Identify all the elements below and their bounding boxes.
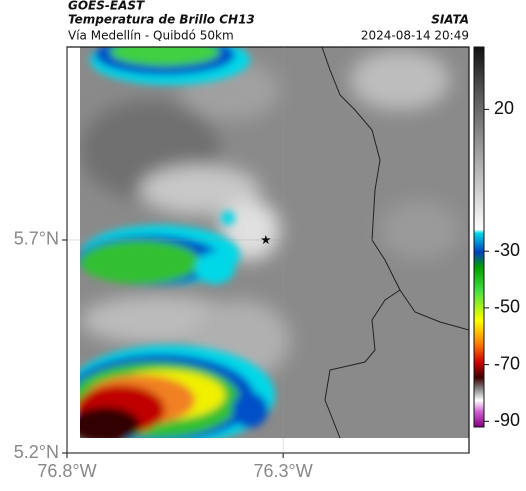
x-tick-label: 76.8°W (37, 461, 96, 481)
satellite-image (80, 47, 469, 438)
title: GOES-EAST (68, 0, 145, 13)
y-tick-label: 5.7°N (14, 229, 59, 249)
map-margin (80, 438, 469, 453)
colorbar-tick-label: -90 (494, 410, 520, 430)
timestamp: 2024-08-14 20:49 (361, 29, 469, 43)
x-tick-label: 76.3°W (254, 461, 313, 481)
colorbar-tick-label: -30 (494, 240, 520, 260)
y-tick-label: 5.2°N (14, 442, 59, 462)
subtitle: Temperatura de Brillo CH13 (68, 13, 255, 27)
colorbar (473, 46, 485, 428)
route: Vía Medellín - Quibdó 50km (68, 29, 234, 43)
source: SIATA (431, 13, 469, 27)
colorbar-tick-label: -70 (494, 353, 520, 373)
location-marker (261, 235, 271, 244)
colorbar-tick-label: -50 (494, 297, 520, 317)
colorbar-tick-label: 20 (494, 98, 514, 118)
